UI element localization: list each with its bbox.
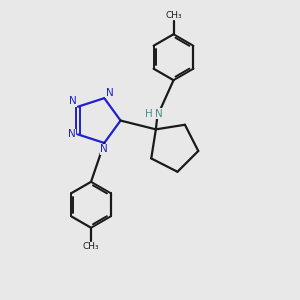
Text: CH₃: CH₃ [83, 242, 99, 250]
Text: N: N [106, 88, 113, 98]
Text: N: N [69, 96, 76, 106]
Text: H: H [145, 109, 152, 119]
Text: N: N [100, 144, 108, 154]
Text: N: N [68, 129, 75, 140]
Text: CH₃: CH₃ [165, 11, 182, 20]
Text: N: N [155, 109, 163, 119]
